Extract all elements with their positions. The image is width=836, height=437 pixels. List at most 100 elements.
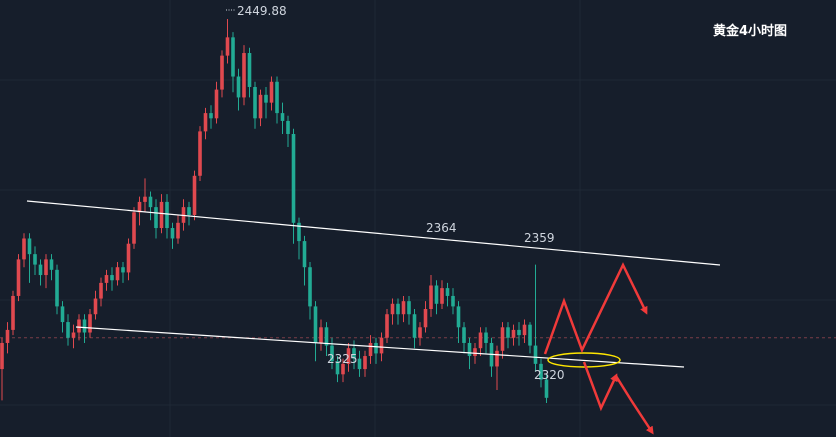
candle-body [467,342,472,357]
candle-body [187,207,191,215]
candle [253,81,257,129]
candle [22,233,26,268]
candle-body [126,243,131,273]
candle [324,322,329,357]
candle-body [385,314,389,338]
price-labels: 2449.88 2364 2359 2325 2320 [226,4,565,382]
forecast-arrow-2 [614,375,654,435]
candle [33,246,37,276]
candle-body [143,196,147,202]
price-label-2325: 2325 [327,352,358,366]
candle-body [231,37,235,77]
candle-body [209,113,213,119]
candles [0,19,549,404]
candle-body [330,345,334,362]
candle-body [33,254,37,265]
candle-body [478,332,483,349]
candle-body [280,113,285,121]
candle [544,374,549,404]
candle-body [99,282,103,299]
candle-body [511,329,516,338]
candle-body [121,267,125,273]
candle-body [533,345,538,364]
candle-body [352,348,356,359]
candle [99,277,103,307]
candle-body [115,267,120,281]
candle [462,322,466,354]
candle [247,47,252,98]
candle-body [132,212,136,244]
candle [319,319,323,351]
candle-body [93,298,98,315]
candle-body [220,55,224,90]
candle-body [49,259,54,270]
candle-body [374,342,378,354]
candle-body [38,264,43,276]
candle-body [170,228,175,239]
candle [38,259,43,286]
candle [170,222,175,249]
forecast-arrows [543,262,654,435]
candle [60,301,65,333]
candle [341,358,345,383]
candle-body [198,131,202,176]
candle [363,350,367,377]
candle-body [154,207,158,229]
candle [390,298,395,325]
support-zone-ellipse [547,352,621,368]
candle-body [110,275,114,281]
price-label-2320: 2320 [534,368,565,382]
candle [517,322,521,346]
candle-body [407,301,411,315]
candle-body [396,303,400,315]
candle [203,107,208,140]
candle [214,81,219,124]
candle [231,32,235,93]
candle-body [0,342,4,370]
candle-body [473,348,477,357]
candle [115,261,120,286]
candle [396,298,400,325]
candle [407,295,411,325]
candle-body [214,89,219,119]
candle-body [423,309,428,328]
candle [88,309,92,338]
chart-title: 黄金4小时图 [713,23,787,39]
candle [423,301,428,333]
candle [357,350,362,377]
candle [66,314,70,346]
price-label-2359: 2359 [524,231,555,245]
candle [93,290,98,320]
candle-body [11,295,15,330]
candle [148,191,153,221]
candle [5,322,10,354]
candle [533,264,538,372]
candle-body [313,306,318,343]
candle [126,238,131,281]
candle-body [379,337,384,354]
candle-body [517,329,521,336]
candle-body [484,332,488,343]
candle [121,261,125,283]
candle [412,309,417,349]
candle [176,214,180,244]
candle-body [434,285,439,304]
candle-body [368,342,373,357]
candle [522,319,527,343]
candle-body [176,222,180,239]
candle-body [269,81,274,103]
candle-body [308,267,312,307]
candle-body [390,303,395,315]
forecast-arrow-0 [543,262,648,355]
candle [82,314,87,343]
candle [308,261,312,320]
candle [16,254,21,302]
candle [313,301,318,362]
candle [187,201,191,226]
candle-body [22,238,26,260]
candle [192,170,197,221]
candle [539,358,543,388]
candle [297,217,301,260]
candle-body [291,133,296,223]
candle-body [319,327,323,343]
